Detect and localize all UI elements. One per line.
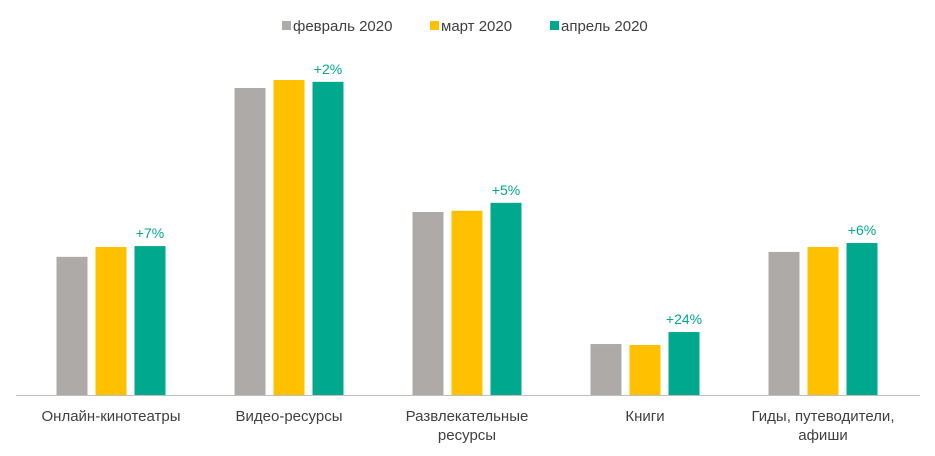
legend-swatch-1	[430, 21, 439, 30]
data-label-2: +5%	[492, 182, 520, 198]
bar-3-0	[590, 344, 622, 395]
legend: февраль 2020 март 2020 апрель 2020	[282, 18, 648, 35]
bar-1-2	[312, 81, 344, 395]
bar-4-0	[768, 251, 800, 395]
bar-4-1	[807, 247, 839, 395]
bar-2-2	[490, 202, 522, 395]
bar-4-2	[846, 243, 878, 395]
bar-3-2	[668, 332, 700, 395]
legend-swatch-2	[550, 21, 559, 30]
legend-label-1: март 2020	[441, 18, 512, 35]
x-tick-label-3: Книги	[625, 408, 664, 425]
x-tick-label-1: Видео-ресурсы	[236, 408, 343, 425]
x-tick-label-2: Развлекательные ресурсы	[406, 408, 529, 444]
bar-2-0	[412, 212, 444, 395]
bar-0-0	[56, 256, 88, 395]
labels-group: +7% Онлайн-кинотеатры +2% Видео-ресурсы +5% Р…	[42, 61, 895, 444]
bar-0-2	[134, 246, 166, 395]
bars-group	[56, 80, 878, 395]
data-label-4: +6%	[848, 222, 876, 238]
data-label-1: +2%	[314, 61, 342, 77]
bar-0-1	[95, 247, 127, 395]
bar-3-1	[629, 344, 661, 395]
bar-1-0	[234, 87, 266, 395]
x-tick-label-4: Гиды, путеводители, афиши	[752, 408, 895, 444]
data-label-3: +24%	[666, 311, 702, 327]
data-label-0: +7%	[136, 225, 164, 241]
x-tick-label-0: Онлайн-кинотеатры	[42, 408, 181, 425]
legend-label-0: февраль 2020	[293, 18, 392, 35]
legend-swatch-0	[282, 21, 291, 30]
bar-1-1	[273, 80, 305, 395]
legend-label-2: апрель 2020	[561, 18, 648, 35]
bar-2-1	[451, 210, 483, 395]
